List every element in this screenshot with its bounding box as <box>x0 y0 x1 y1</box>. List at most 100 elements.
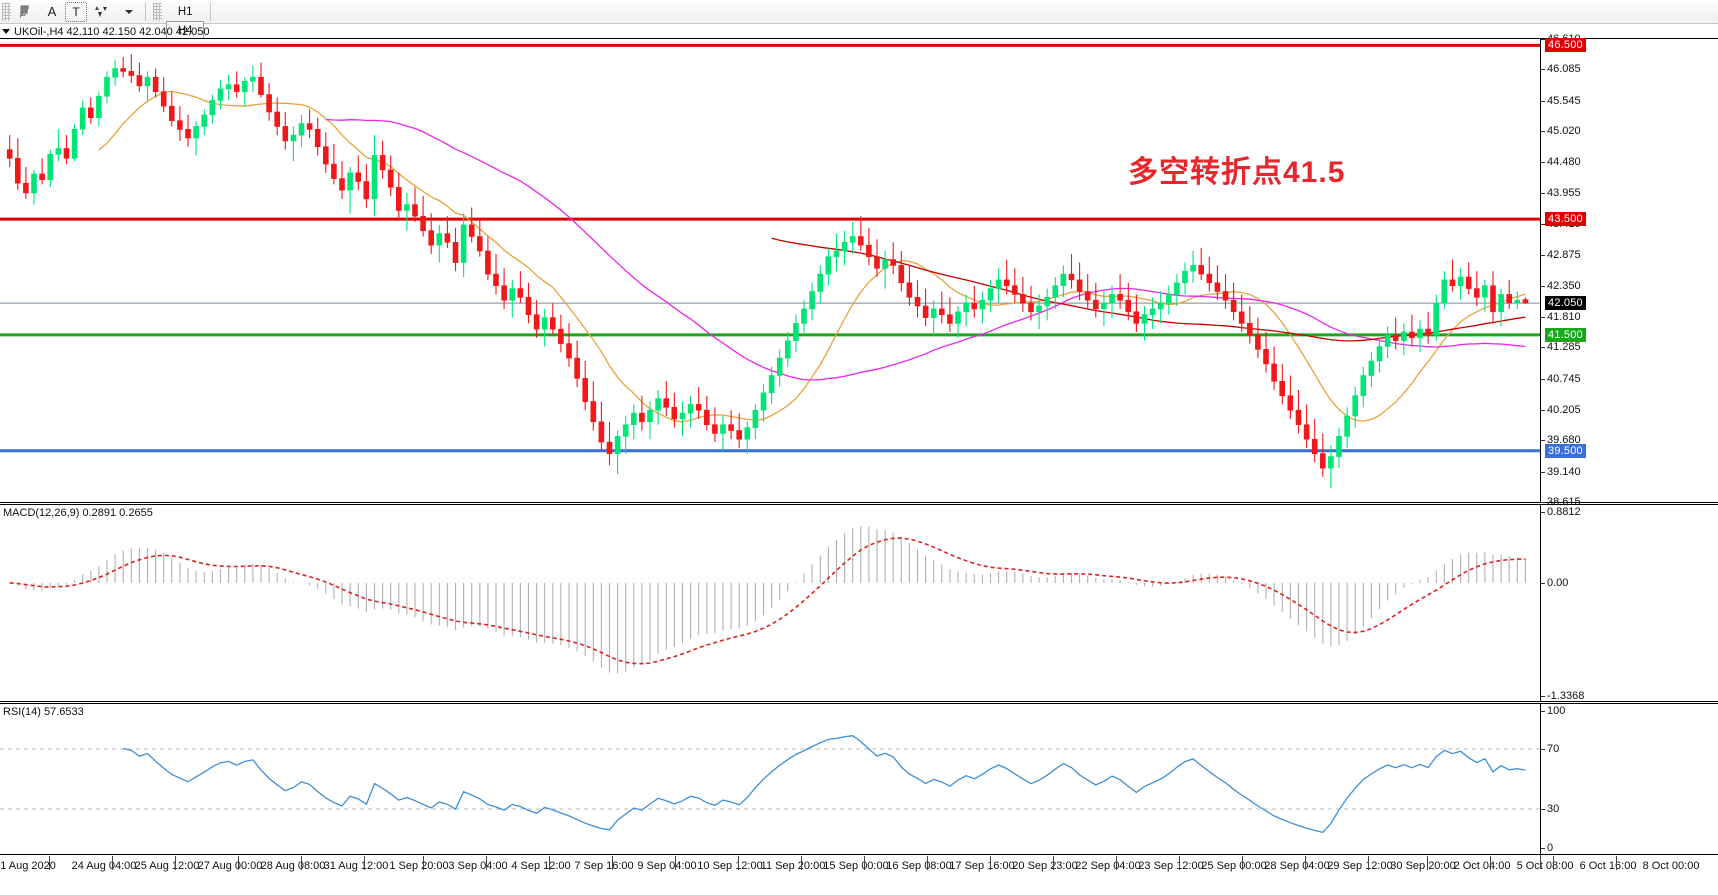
time-tick-mark <box>738 856 739 870</box>
candlestick-svg <box>0 43 1540 489</box>
time-label: 31 Aug 12:00 <box>323 860 389 872</box>
price-tick-45-545: 45.545 <box>1541 94 1581 107</box>
time-tick-mark <box>1242 856 1243 870</box>
time-label: 3 Sep 04:00 <box>448 860 508 872</box>
time-label: 7 Sep 16:00 <box>574 860 634 872</box>
time-tick-mark <box>238 856 239 870</box>
macd-tick-2: -1.3368 <box>1540 690 1585 702</box>
timeframe-label: H4 <box>177 24 193 37</box>
rsi-tick-0: 0 <box>1540 842 1554 854</box>
toolbar-grip[interactable] <box>2 2 11 21</box>
time-tick-mark <box>1553 856 1554 870</box>
price-tick-43-955: 43.955 <box>1541 186 1581 199</box>
level-tag-39500[interactable]: 39.500 <box>1545 443 1586 458</box>
time-label: 10 Sep 12:00 <box>697 860 763 872</box>
axis-corner-divider <box>1540 855 1541 869</box>
time-tick-mark <box>1116 856 1117 870</box>
symbol-info-bar: UKOil-,H4 42.110 42.150 42.040 42.050 <box>0 25 1718 38</box>
time-label: 25 Aug 12:00 <box>134 860 200 872</box>
price-plot-area[interactable]: 多空转折点41.5 <box>0 39 1540 502</box>
time-tick-mark <box>1305 856 1306 870</box>
current-price-tag[interactable]: 42.050 <box>1545 296 1586 311</box>
time-tick-mark <box>301 856 302 870</box>
time-tick-mark <box>1427 856 1428 870</box>
time-tick-mark <box>1179 856 1180 870</box>
rsi-tick-30: 30 <box>1540 803 1560 815</box>
time-axis[interactable]: 21 Aug 2020 24 Aug 04:00 25 Aug 12:00 27 Au… <box>0 855 1718 895</box>
time-tick-mark <box>112 856 113 870</box>
svg-text:F: F <box>20 14 24 19</box>
text-tool-button[interactable]: A <box>41 2 63 22</box>
shapes-tool-button[interactable] <box>89 2 115 22</box>
time-label: 30 Sep 20:00 <box>1390 860 1456 872</box>
rsi-svg <box>0 735 1540 834</box>
price-tick-42-350: 42.350 <box>1541 279 1581 292</box>
time-label: 28 Sep 04:00 <box>1264 860 1330 872</box>
time-label: 5 Oct 08:00 <box>1516 860 1574 872</box>
macd-pane: MACD(12,26,9) 0.2891 0.2655 0.8812 0.00 -1… <box>0 504 1718 702</box>
price-tick-44-480: 44.480 <box>1541 156 1581 169</box>
level-tag-41500[interactable]: 41.500 <box>1545 327 1586 342</box>
time-label: 2 Oct 04:00 <box>1453 860 1511 872</box>
time-label: 15 Sep 00:00 <box>823 860 889 872</box>
rsi-tick-100: 100 <box>1540 705 1566 717</box>
time-label: 23 Sep 12:00 <box>1138 860 1204 872</box>
level-tag-46500[interactable]: 46.500 <box>1545 38 1586 53</box>
time-label: 27 Aug 00:00 <box>197 860 263 872</box>
time-tick-mark <box>423 856 424 870</box>
time-label: 25 Sep 00:00 <box>1201 860 1267 872</box>
time-tick-mark <box>1490 856 1491 870</box>
time-label: 6 Oct 16:00 <box>1579 860 1637 872</box>
time-label: 20 Sep 23:00 <box>1012 860 1078 872</box>
symbol-ohlc-text: UKOil-,H4 42.110 42.150 42.040 42.050 <box>14 25 210 38</box>
shapes-dropdown-button[interactable] <box>117 2 139 22</box>
chart-annotation-text: 多空转折点41.5 <box>1128 156 1346 189</box>
level-tag-43500[interactable]: 43.500 <box>1545 212 1586 227</box>
time-tick-mark <box>549 856 550 870</box>
time-label: 22 Sep 04:00 <box>1075 860 1141 872</box>
timeframe-button-h1[interactable]: H1 <box>166 2 204 21</box>
time-tick-mark <box>364 856 365 870</box>
macd-axis[interactable]: 0.8812 0.00 -1.3368 <box>1540 505 1718 702</box>
time-label: 28 Aug 08:00 <box>260 860 326 872</box>
price-axis[interactable]: 46.61046.08545.54545.02044.48043.95543.4… <box>1540 33 1718 508</box>
price-tick-40-205: 40.205 <box>1541 403 1581 416</box>
macd-tick-0: 0.8812 <box>1541 506 1581 518</box>
timeframe-label: H1 <box>177 5 193 18</box>
price-tick-41-810: 41.810 <box>1541 310 1581 323</box>
time-tick-mark <box>927 856 928 870</box>
macd-tick-1: 0.00 <box>1540 576 1569 589</box>
time-label: 8 Oct 00:00 <box>1642 860 1700 872</box>
rsi-plot-area[interactable] <box>0 704 1540 854</box>
price-tick-46-085: 46.085 <box>1541 63 1581 76</box>
macd-plot-area[interactable] <box>0 505 1540 701</box>
price-tick-42-875: 42.875 <box>1541 249 1581 262</box>
time-tick-mark <box>175 856 176 870</box>
time-label: 1 Sep 20:00 <box>389 860 449 872</box>
time-label: 29 Sep 12:00 <box>1327 860 1393 872</box>
rsi-indicator-label: RSI(14) 57.6533 <box>3 706 84 718</box>
time-tick-mark <box>612 856 613 870</box>
time-label: 16 Sep 08:00 <box>886 860 952 872</box>
timeframe-group-grip[interactable] <box>153 2 162 21</box>
time-label: 9 Sep 04:00 <box>637 860 697 872</box>
crosshair-cursor-icon[interactable]: F <box>15 2 39 22</box>
time-label: 4 Sep 12:00 <box>511 860 571 872</box>
price-tick-45-020: 45.020 <box>1541 125 1581 138</box>
main-toolbar: F A T M1M5M15M30H1H4D1W1MN <box>0 0 1718 94</box>
price-tick-41-285: 41.285 <box>1541 341 1581 354</box>
time-tick-mark <box>486 856 487 870</box>
price-pane: 多空转折点41.5 46.61046.08545.54545.02044.480… <box>0 33 1718 508</box>
time-label: 11 Sep 20:00 <box>760 860 826 872</box>
time-tick-mark <box>1368 856 1369 870</box>
rsi-axis[interactable]: 100 70 30 0 <box>1540 704 1718 854</box>
collapse-triangle-icon[interactable] <box>2 29 10 34</box>
time-tick-mark <box>1053 856 1054 870</box>
chevron-down-icon <box>125 9 133 14</box>
time-tick-mark <box>1616 856 1617 870</box>
time-label: 24 Aug 04:00 <box>71 860 137 872</box>
label-tool-button[interactable]: T <box>65 1 87 22</box>
text-tool-label: A <box>47 4 57 19</box>
toolbar-divider-2 <box>210 2 212 21</box>
